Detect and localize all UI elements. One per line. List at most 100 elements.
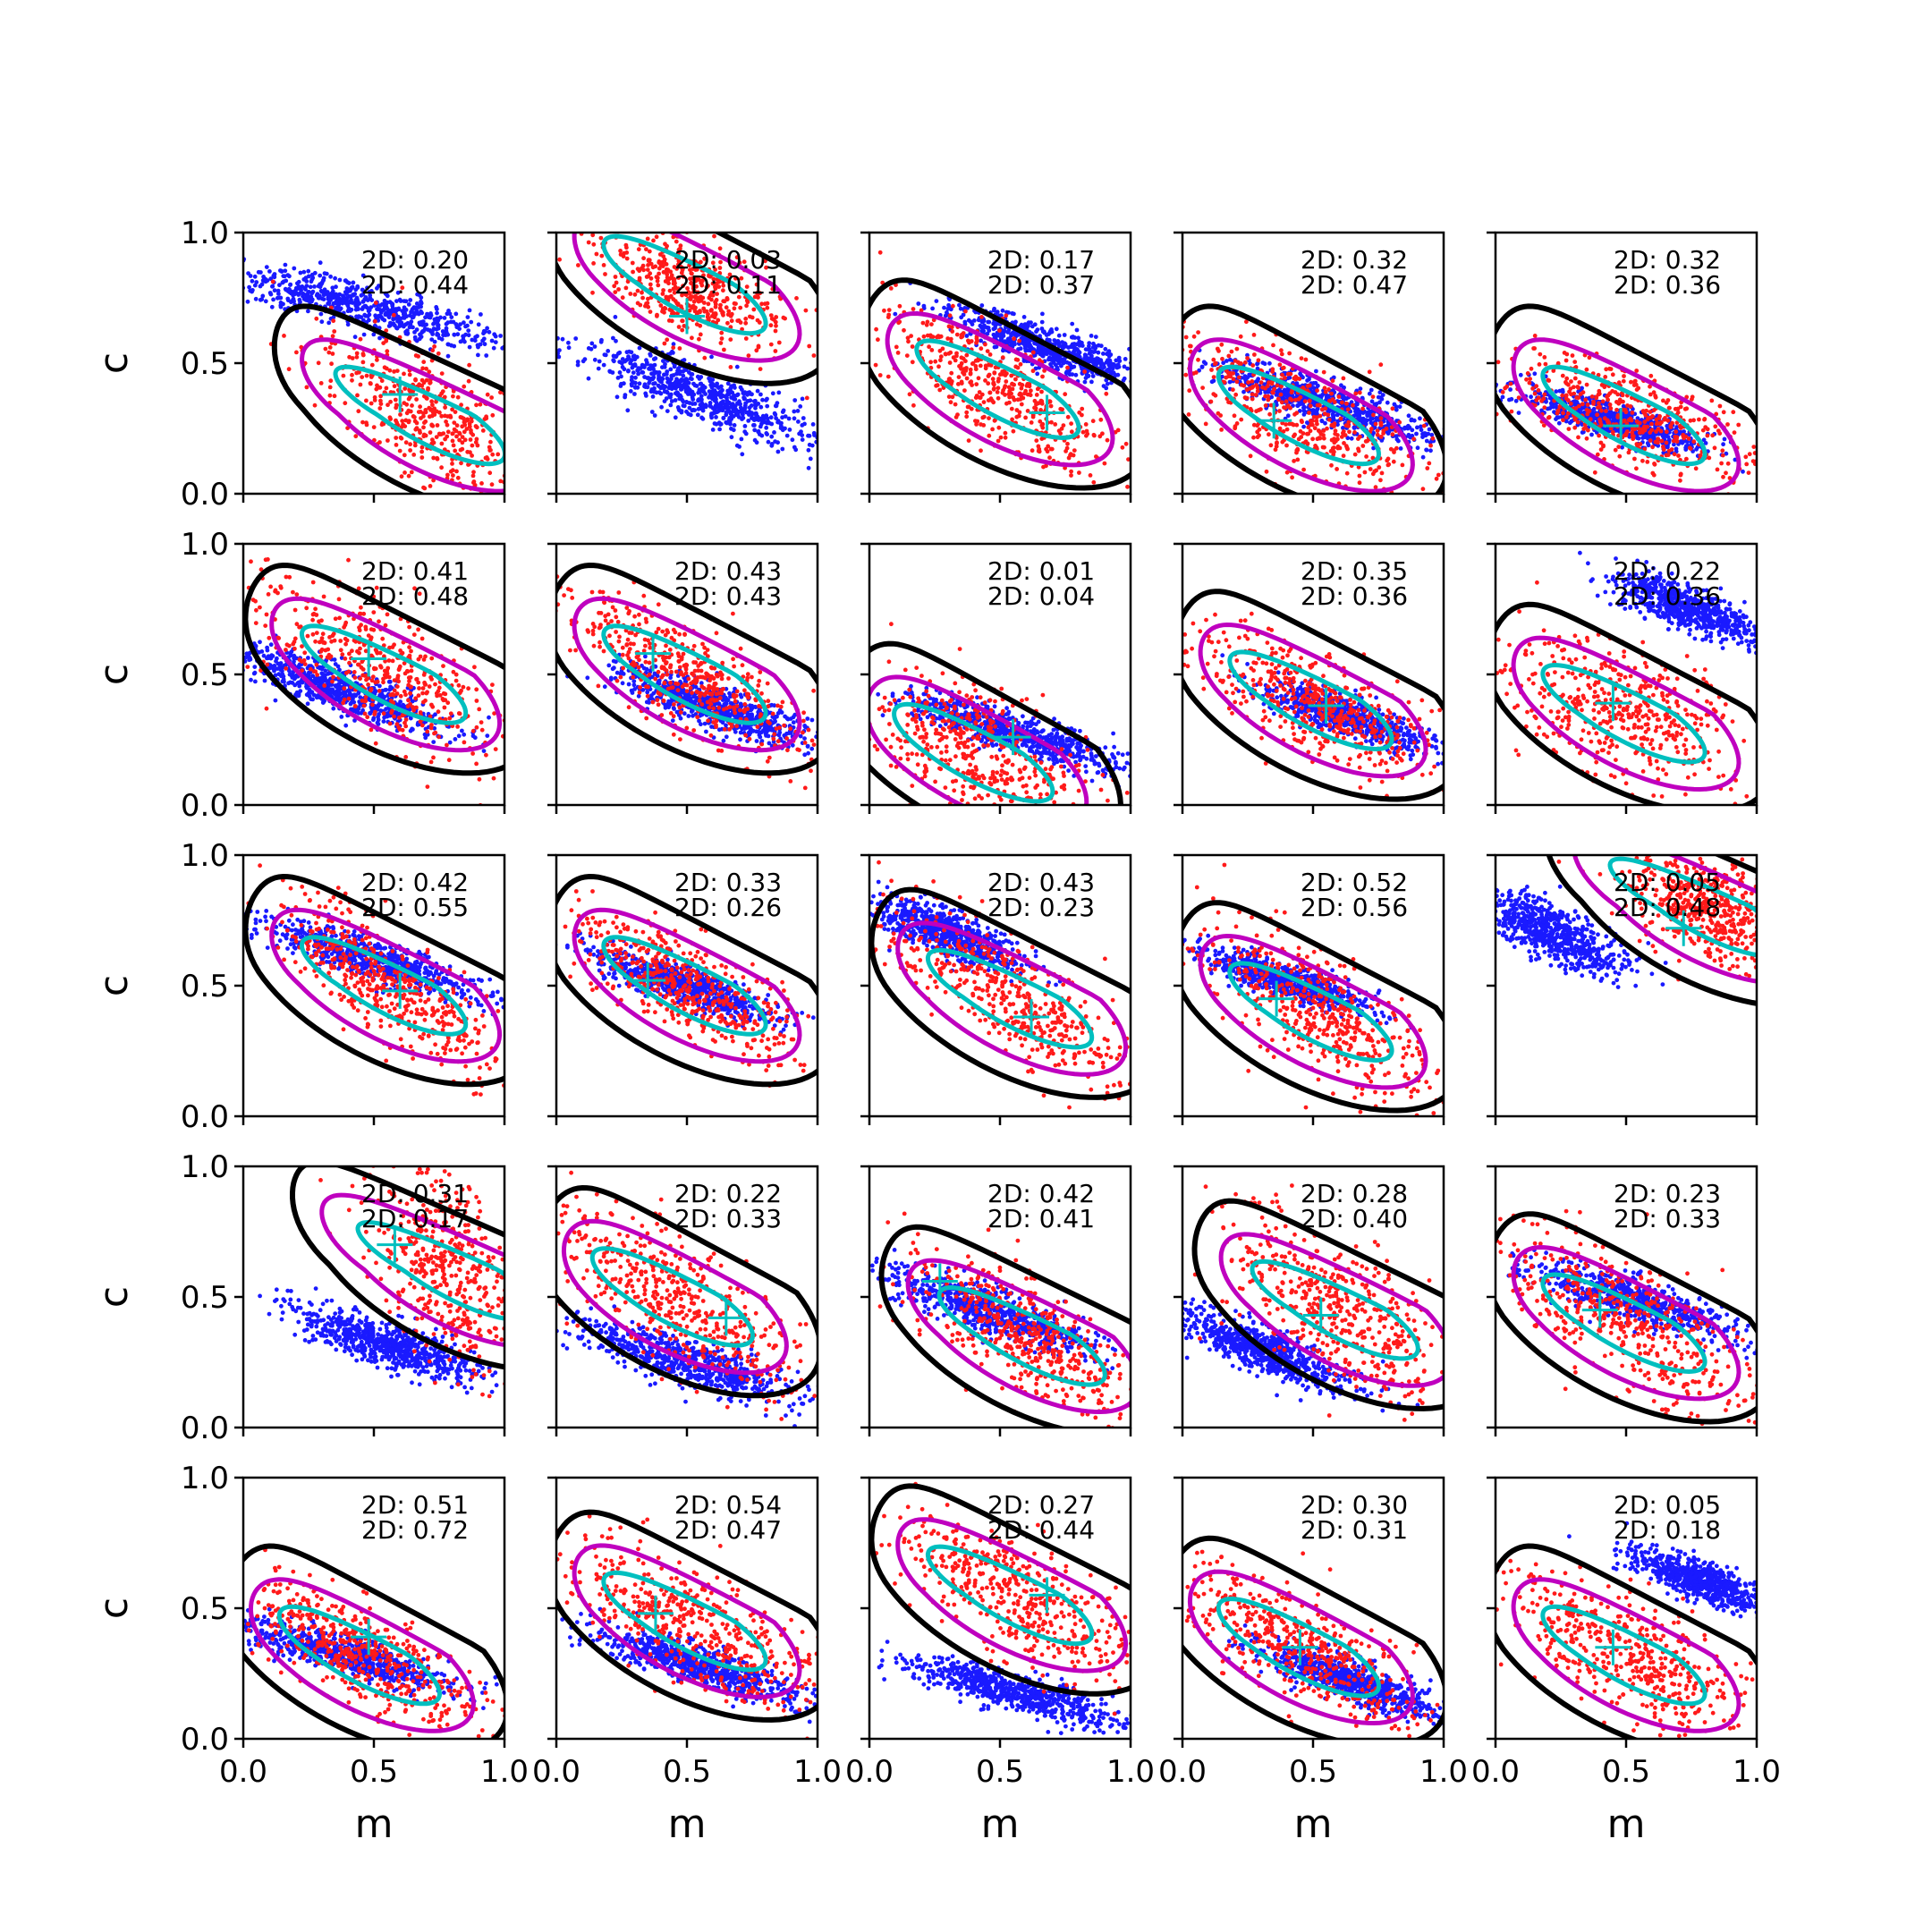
point (925, 333, 930, 338)
point (327, 393, 333, 398)
point (1125, 366, 1130, 371)
point (418, 332, 422, 337)
point (297, 291, 302, 296)
point (1298, 394, 1303, 400)
point (684, 377, 690, 383)
point (1250, 363, 1256, 368)
point (1220, 356, 1224, 361)
point (996, 425, 1002, 430)
point (676, 366, 681, 371)
point (1398, 446, 1403, 451)
point (312, 284, 317, 289)
point (775, 449, 781, 454)
point (695, 412, 700, 418)
point (322, 287, 327, 292)
point (1241, 389, 1246, 394)
point (1006, 310, 1011, 315)
point (384, 328, 389, 333)
point (715, 410, 720, 414)
point (671, 281, 676, 286)
point (1006, 337, 1011, 342)
point (1032, 398, 1038, 403)
point (1358, 434, 1362, 439)
point (489, 338, 495, 343)
point (990, 377, 996, 382)
point (287, 274, 292, 279)
point (724, 410, 729, 415)
point (1088, 473, 1093, 478)
point (1022, 391, 1027, 396)
point (277, 283, 282, 288)
point (1196, 357, 1200, 362)
point (790, 437, 795, 443)
point (1357, 473, 1362, 479)
point (773, 439, 777, 444)
point (667, 378, 673, 383)
point (1375, 428, 1380, 433)
point (960, 334, 965, 339)
point (1406, 434, 1411, 438)
point (811, 353, 817, 358)
point (661, 254, 666, 258)
point (750, 315, 755, 320)
point (758, 367, 763, 371)
point (1036, 401, 1041, 406)
point (1333, 428, 1338, 434)
point (1089, 334, 1094, 338)
point (455, 394, 461, 400)
point (1221, 360, 1226, 366)
point (1233, 392, 1239, 397)
point (1212, 361, 1217, 367)
point (1030, 448, 1035, 453)
point (633, 375, 638, 380)
point (711, 390, 716, 395)
point (1338, 416, 1343, 421)
point (677, 396, 682, 402)
point (490, 452, 496, 457)
point (694, 322, 699, 326)
point (636, 371, 640, 377)
point (713, 267, 717, 272)
point (282, 334, 286, 338)
point (1271, 343, 1275, 348)
point (601, 263, 606, 267)
point (886, 308, 892, 312)
point (454, 434, 459, 439)
point (259, 297, 265, 302)
point (658, 303, 664, 308)
point (488, 439, 493, 445)
point (1231, 377, 1236, 382)
stat-annotation: 2D: 0.17 (987, 245, 1095, 275)
point (996, 438, 1001, 444)
point (1281, 428, 1286, 434)
point (1034, 342, 1039, 346)
point (1295, 457, 1301, 462)
point (628, 292, 633, 296)
point (1436, 472, 1441, 478)
point (1318, 402, 1322, 408)
point (424, 322, 428, 327)
point (732, 383, 736, 388)
point (1290, 475, 1294, 480)
point (740, 417, 744, 421)
point (760, 397, 765, 402)
point (421, 360, 427, 365)
point (418, 430, 422, 436)
point (943, 352, 948, 357)
point (945, 310, 949, 315)
point (469, 319, 474, 325)
point (1029, 388, 1033, 394)
point (692, 408, 697, 412)
point (697, 336, 701, 342)
point (631, 269, 635, 275)
point (681, 369, 686, 374)
point (451, 473, 455, 478)
point (394, 443, 399, 447)
point (1371, 430, 1376, 436)
point (360, 299, 366, 304)
point (753, 417, 758, 422)
point (1233, 426, 1238, 431)
point (927, 344, 931, 350)
point (1106, 367, 1112, 371)
point (404, 328, 410, 333)
